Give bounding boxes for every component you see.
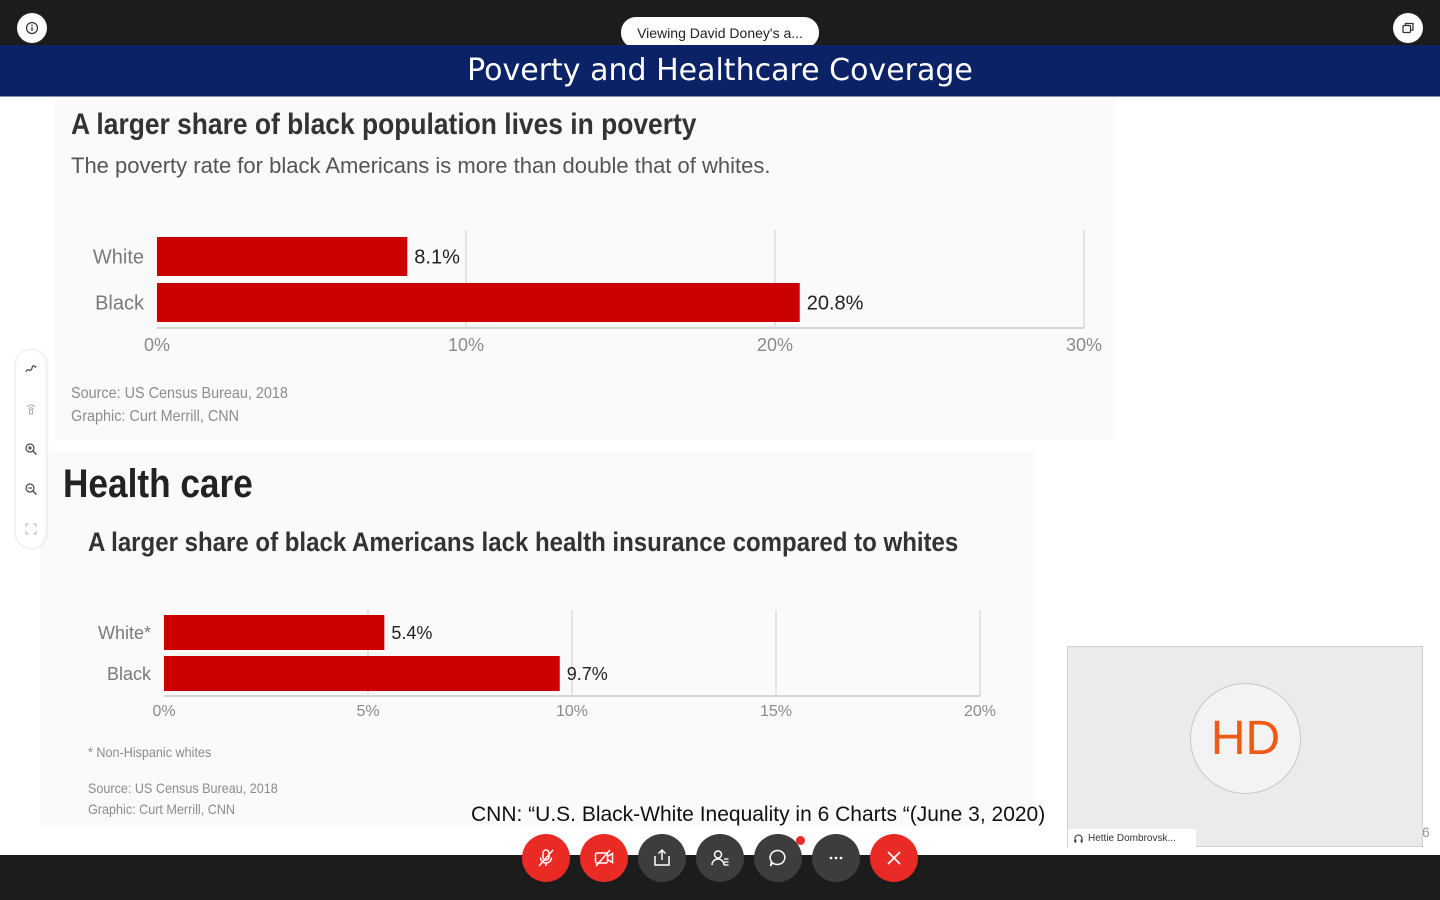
x-tick-label: 30% xyxy=(1066,335,1102,355)
info-icon xyxy=(25,21,39,35)
zoom-out-button[interactable] xyxy=(16,474,46,504)
x-tick-label: 0% xyxy=(144,335,170,355)
x-tick-label: 10% xyxy=(448,335,484,355)
leave-meeting-button[interactable] xyxy=(870,834,918,882)
participants-button[interactable] xyxy=(696,834,744,882)
participant-video-tile[interactable]: HD Hettie Dombrovsk... xyxy=(1067,646,1423,848)
poverty-graphic-credit: Graphic: Curt Merrill, CNN xyxy=(71,408,240,425)
data-label: 20.8% xyxy=(807,293,864,315)
x-tick-label: 15% xyxy=(760,703,792,720)
health-source-line: Source: US Census Bureau, 2018 xyxy=(88,780,278,796)
data-label: 5.4% xyxy=(391,623,432,643)
zoom-out-icon xyxy=(25,483,37,495)
close-icon xyxy=(887,851,901,865)
poverty-source-line: Source: US Census Bureau, 2018 xyxy=(71,385,288,402)
more-options-button[interactable] xyxy=(812,834,860,882)
slide-title: Poverty and Healthcare Coverage xyxy=(0,45,1440,97)
share-icon xyxy=(654,848,670,866)
poverty-source: Source: US Census Bureau, 2018 Graphic: … xyxy=(71,382,288,428)
data-label: 9.7% xyxy=(567,664,608,684)
x-tick-label: 20% xyxy=(757,335,793,355)
chat-notification-badge xyxy=(796,836,805,845)
participant-name-tag: Hettie Dombrovsk... xyxy=(1068,829,1196,848)
health-footnote: * Non-Hispanic whites xyxy=(88,744,212,760)
x-tick-label: 0% xyxy=(152,703,175,720)
section-heading: Health care xyxy=(63,462,253,506)
headset-icon xyxy=(1074,834,1083,843)
fit-to-screen-button[interactable] xyxy=(16,514,46,544)
bar xyxy=(157,283,800,322)
health-chart-title: A larger share of black Americans lack h… xyxy=(88,527,959,557)
share-button[interactable] xyxy=(638,834,686,882)
zoom-in-icon xyxy=(25,443,37,455)
category-label: White xyxy=(93,247,144,269)
annotation-toolbar xyxy=(16,350,46,548)
participant-name: Hettie Dombrovsk... xyxy=(1088,833,1176,844)
stop-video-button[interactable] xyxy=(580,834,628,882)
restore-window-icon xyxy=(1402,22,1414,34)
slide-citation: CNN: “U.S. Black-White Inequality in 6 C… xyxy=(471,803,1046,826)
zoom-in-button[interactable] xyxy=(16,434,46,464)
participants-icon xyxy=(711,850,729,866)
category-label: White* xyxy=(98,623,151,643)
poverty-chart-subtitle: The poverty rate for black Americans is … xyxy=(71,153,771,178)
meeting-info-button[interactable] xyxy=(17,13,47,43)
insurance-bar-chart: 0% 5% 10% 15% 20% White* 5.4% Black 9.7% xyxy=(85,600,1015,725)
category-label: Black xyxy=(107,664,152,684)
mute-microphone-button[interactable] xyxy=(522,834,570,882)
chat-bubble-icon xyxy=(769,849,786,867)
viewing-share-indicator[interactable]: Viewing David Doney's a... xyxy=(621,17,819,48)
microphone-muted-icon xyxy=(538,849,554,867)
pen-icon xyxy=(25,365,37,373)
bar xyxy=(164,656,560,691)
restore-window-button[interactable] xyxy=(1393,13,1423,43)
pen-tool-button[interactable] xyxy=(16,354,46,384)
bar xyxy=(157,237,408,276)
more-dots-icon xyxy=(829,856,843,860)
poverty-bar-chart: 0% 10% 20% 30% White 8.1% Black 20.8% xyxy=(70,220,1120,360)
bar xyxy=(164,615,385,650)
slide-page-number: 6 xyxy=(1422,824,1430,840)
x-tick-label: 10% xyxy=(556,703,588,720)
health-graphic-credit: Graphic: Curt Merrill, CNN xyxy=(88,801,236,817)
laser-pointer-icon xyxy=(26,404,36,415)
participant-avatar: HD xyxy=(1190,683,1301,794)
video-off-icon xyxy=(594,849,614,867)
x-tick-label: 5% xyxy=(356,703,379,720)
data-label: 8.1% xyxy=(414,247,460,269)
chat-button[interactable] xyxy=(754,834,802,882)
fit-screen-icon xyxy=(25,523,37,535)
poverty-chart-title: A larger share of black population lives… xyxy=(71,108,697,141)
laser-pointer-button[interactable] xyxy=(16,394,46,424)
x-tick-label: 20% xyxy=(964,703,996,720)
health-source: Source: US Census Bureau, 2018 Graphic: … xyxy=(88,778,278,820)
category-label: Black xyxy=(95,293,145,315)
